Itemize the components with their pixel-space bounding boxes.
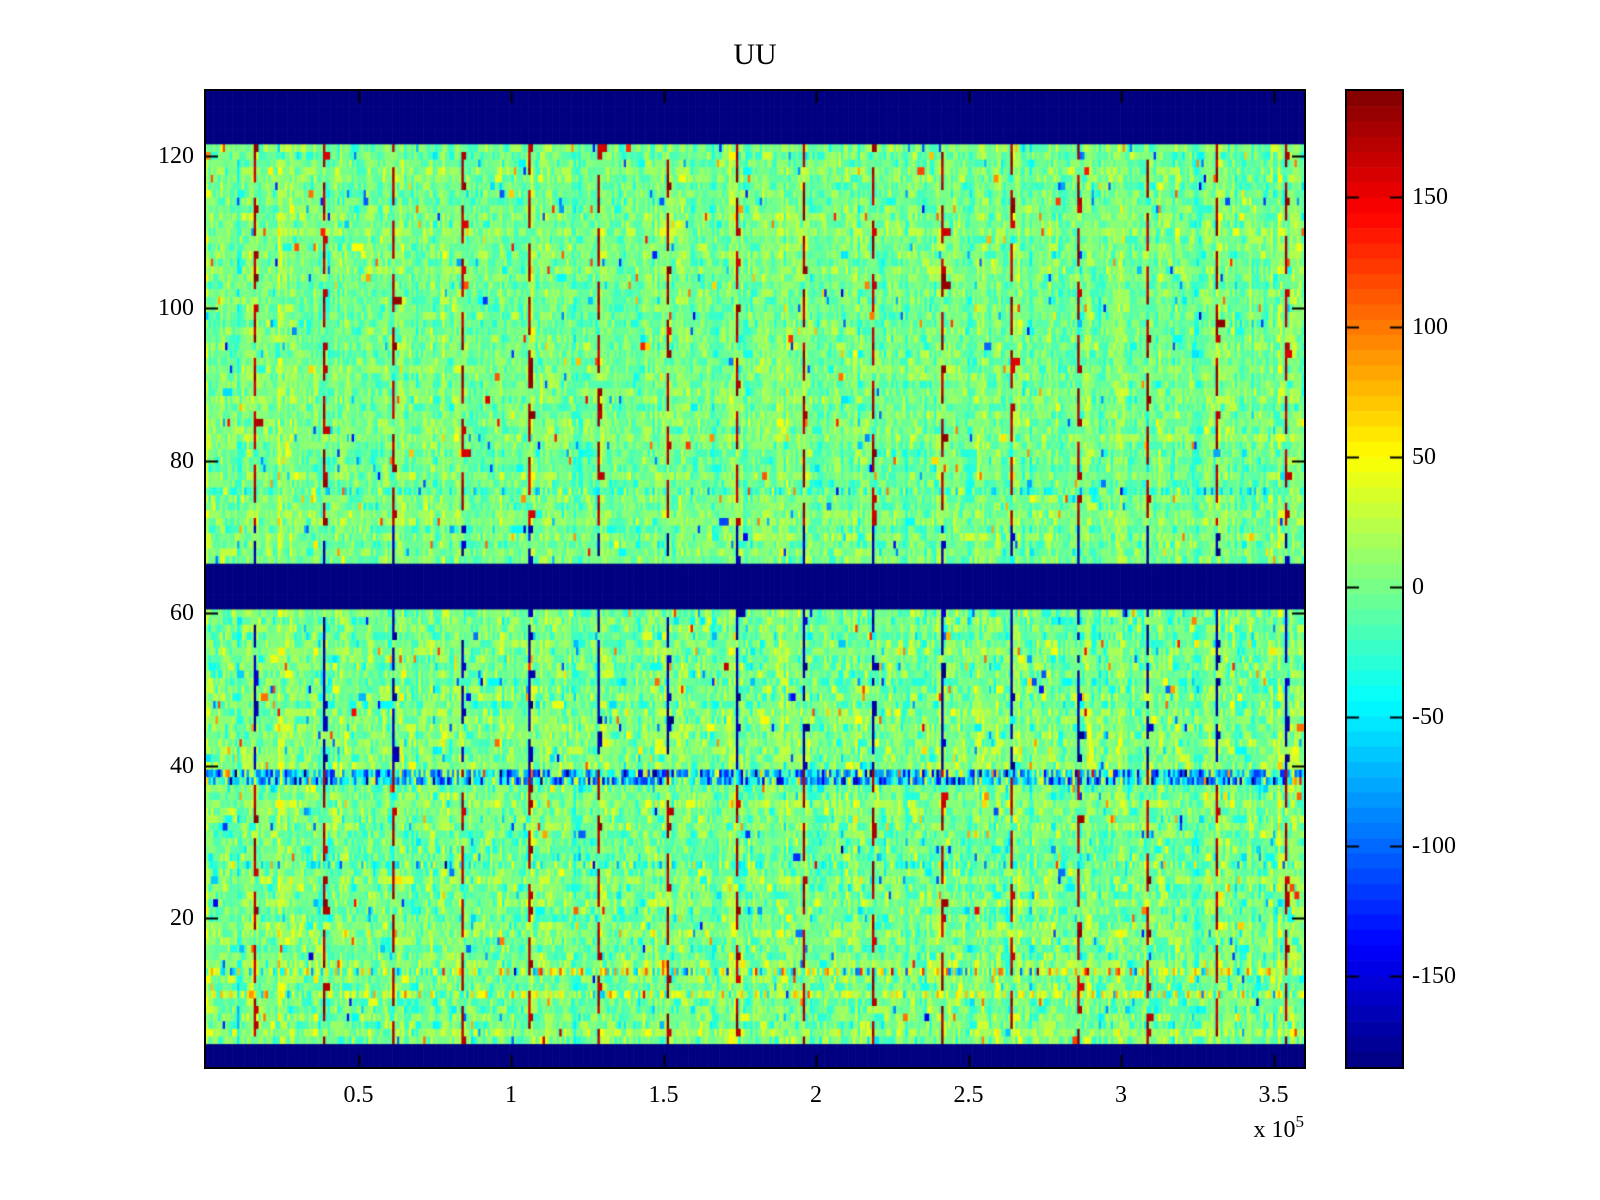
- x-tick-label: 0.5: [343, 1082, 374, 1108]
- y-tick-label: 80: [170, 447, 194, 474]
- y-tick-label: 20: [170, 905, 194, 932]
- y-tick-label: 100: [158, 295, 194, 322]
- colorbar-tick-label: 100: [1412, 314, 1448, 341]
- x-tick-label: 3.5: [1258, 1082, 1289, 1108]
- colorbar-tick-label: -150: [1412, 963, 1456, 990]
- colorbar-tick-label: -50: [1412, 703, 1444, 730]
- colorbar-canvas: [1347, 91, 1402, 1067]
- x-tick-label: 2: [810, 1082, 822, 1108]
- x-axis-exponent-power: 5: [1295, 1112, 1305, 1131]
- x-tick-label: 1: [505, 1082, 517, 1108]
- x-tick-label: 3: [1115, 1082, 1127, 1108]
- colorbar-tick-label: 0: [1412, 573, 1424, 600]
- colorbar-tick-label: -100: [1412, 833, 1456, 860]
- y-tick-label: 40: [170, 752, 194, 779]
- plot-title: UU: [733, 38, 777, 71]
- colorbar: [1345, 89, 1404, 1069]
- colorbar-tick-label: 50: [1412, 444, 1436, 470]
- x-tick-label: 1.5: [648, 1082, 679, 1108]
- y-tick-label: 120: [158, 142, 194, 169]
- colorbar-tick-label: 150: [1412, 184, 1448, 211]
- x-tick-label: 2.5: [953, 1082, 984, 1108]
- x-axis-exponent: x 105: [1154, 1112, 1305, 1144]
- heatmap-canvas: [206, 91, 1304, 1067]
- x-axis-exponent-prefix: x 10: [1253, 1117, 1296, 1143]
- heatmap-plot: [204, 89, 1306, 1069]
- y-tick-label: 60: [170, 600, 194, 627]
